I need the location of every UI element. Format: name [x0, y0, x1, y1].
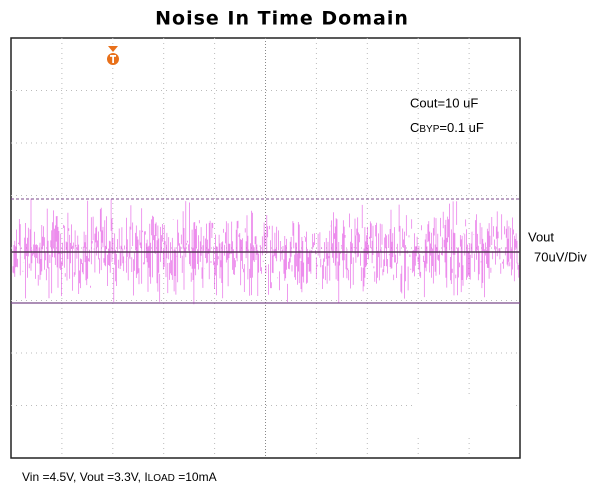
channel-name: Vout: [528, 229, 554, 244]
cbyp-label: CBYP=0.1 uF: [410, 120, 484, 135]
trigger-marker: [107, 46, 119, 65]
conditions-main: Vin =4.5V, Vout =3.3V, I: [22, 470, 148, 484]
noise-path: [12, 198, 520, 305]
noise-trace: [12, 198, 520, 305]
screen-patch: [412, 398, 512, 438]
cout-label: Cout=10 uF: [410, 95, 478, 110]
conditions-sub: LOAD: [148, 473, 175, 484]
title: Noise In Time Domain: [155, 8, 409, 30]
conditions: Vin =4.5V, Vout =3.3V, ILOAD =10mA: [22, 470, 217, 484]
conditions-suffix: =10mA: [175, 470, 217, 484]
cbyp-sub: BYP: [419, 124, 439, 135]
cbyp-suffix: =0.1 uF: [439, 120, 484, 135]
channel-scale: 70uV/Div: [534, 249, 587, 264]
cbyp-prefix: C: [410, 120, 419, 135]
